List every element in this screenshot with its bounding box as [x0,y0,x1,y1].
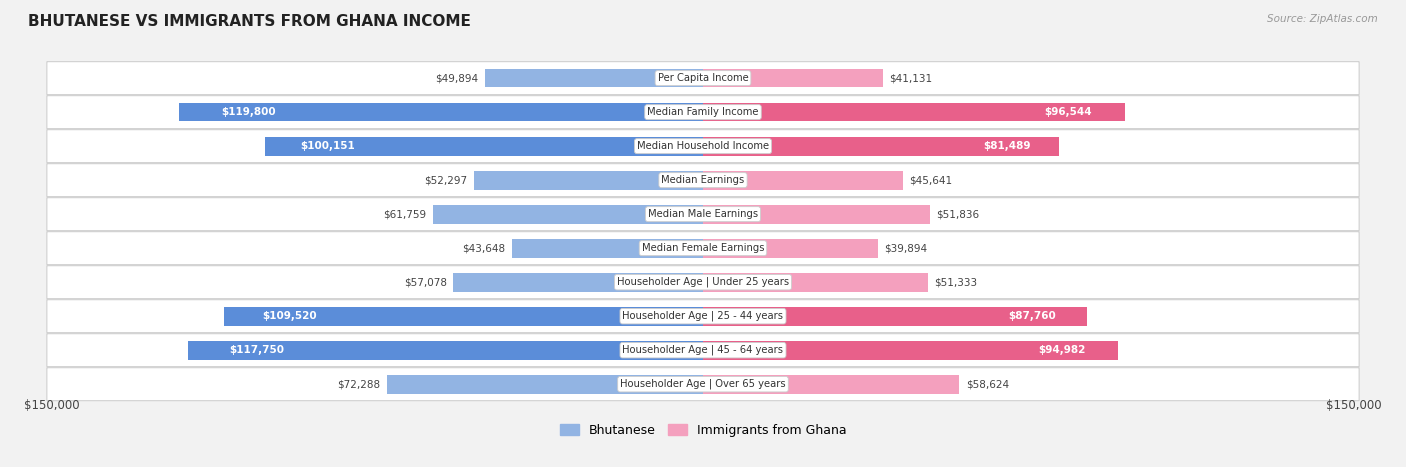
Bar [703,273,928,291]
Text: $49,894: $49,894 [434,73,478,83]
Bar [703,375,959,394]
Text: Median Household Income: Median Household Income [637,141,769,151]
Legend: Bhutanese, Immigrants from Ghana: Bhutanese, Immigrants from Ghana [555,419,851,442]
Bar [224,307,703,325]
Bar [474,171,703,190]
FancyBboxPatch shape [46,62,1360,95]
FancyBboxPatch shape [46,300,1360,333]
FancyBboxPatch shape [46,334,1360,367]
Text: $51,836: $51,836 [936,209,980,219]
Text: $87,760: $87,760 [1008,311,1056,321]
Text: Householder Age | 25 - 44 years: Householder Age | 25 - 44 years [623,311,783,321]
FancyBboxPatch shape [46,163,1360,197]
Bar [703,307,1087,325]
Bar [179,103,703,121]
Text: $100,151: $100,151 [299,141,354,151]
Bar [512,239,703,257]
Bar [387,375,703,394]
Text: Median Female Earnings: Median Female Earnings [641,243,765,253]
Bar [453,273,703,291]
Bar [703,205,929,224]
Bar [703,69,883,87]
FancyBboxPatch shape [46,96,1360,128]
Bar [703,103,1125,121]
Text: Per Capita Income: Per Capita Income [658,73,748,83]
Text: Median Family Income: Median Family Income [647,107,759,117]
Bar [264,137,703,156]
Text: $52,297: $52,297 [425,175,468,185]
Bar [703,137,1060,156]
FancyBboxPatch shape [46,368,1360,401]
FancyBboxPatch shape [46,232,1360,265]
Text: $109,520: $109,520 [263,311,316,321]
Text: $51,333: $51,333 [934,277,977,287]
Text: Householder Age | Over 65 years: Householder Age | Over 65 years [620,379,786,389]
Text: $150,000: $150,000 [1326,399,1382,412]
Text: $41,131: $41,131 [890,73,932,83]
Bar [703,171,903,190]
Text: $61,759: $61,759 [384,209,426,219]
Bar [703,341,1118,360]
Text: $39,894: $39,894 [884,243,927,253]
Text: $81,489: $81,489 [983,141,1031,151]
Text: $96,544: $96,544 [1043,107,1091,117]
FancyBboxPatch shape [46,266,1360,299]
Text: $119,800: $119,800 [221,107,276,117]
Text: $117,750: $117,750 [229,345,284,355]
Bar [433,205,703,224]
Text: Median Male Earnings: Median Male Earnings [648,209,758,219]
FancyBboxPatch shape [46,198,1360,231]
Text: $43,648: $43,648 [463,243,506,253]
Text: Householder Age | 45 - 64 years: Householder Age | 45 - 64 years [623,345,783,355]
Text: $57,078: $57,078 [404,277,447,287]
FancyBboxPatch shape [46,130,1360,163]
Text: Householder Age | Under 25 years: Householder Age | Under 25 years [617,277,789,287]
Text: $72,288: $72,288 [337,379,380,389]
Bar [188,341,703,360]
Text: Median Earnings: Median Earnings [661,175,745,185]
Bar [703,239,877,257]
Text: $58,624: $58,624 [966,379,1010,389]
Bar [485,69,703,87]
Text: $45,641: $45,641 [910,175,952,185]
Text: $150,000: $150,000 [24,399,80,412]
Text: BHUTANESE VS IMMIGRANTS FROM GHANA INCOME: BHUTANESE VS IMMIGRANTS FROM GHANA INCOM… [28,14,471,29]
Text: $94,982: $94,982 [1038,345,1085,355]
Text: Source: ZipAtlas.com: Source: ZipAtlas.com [1267,14,1378,24]
